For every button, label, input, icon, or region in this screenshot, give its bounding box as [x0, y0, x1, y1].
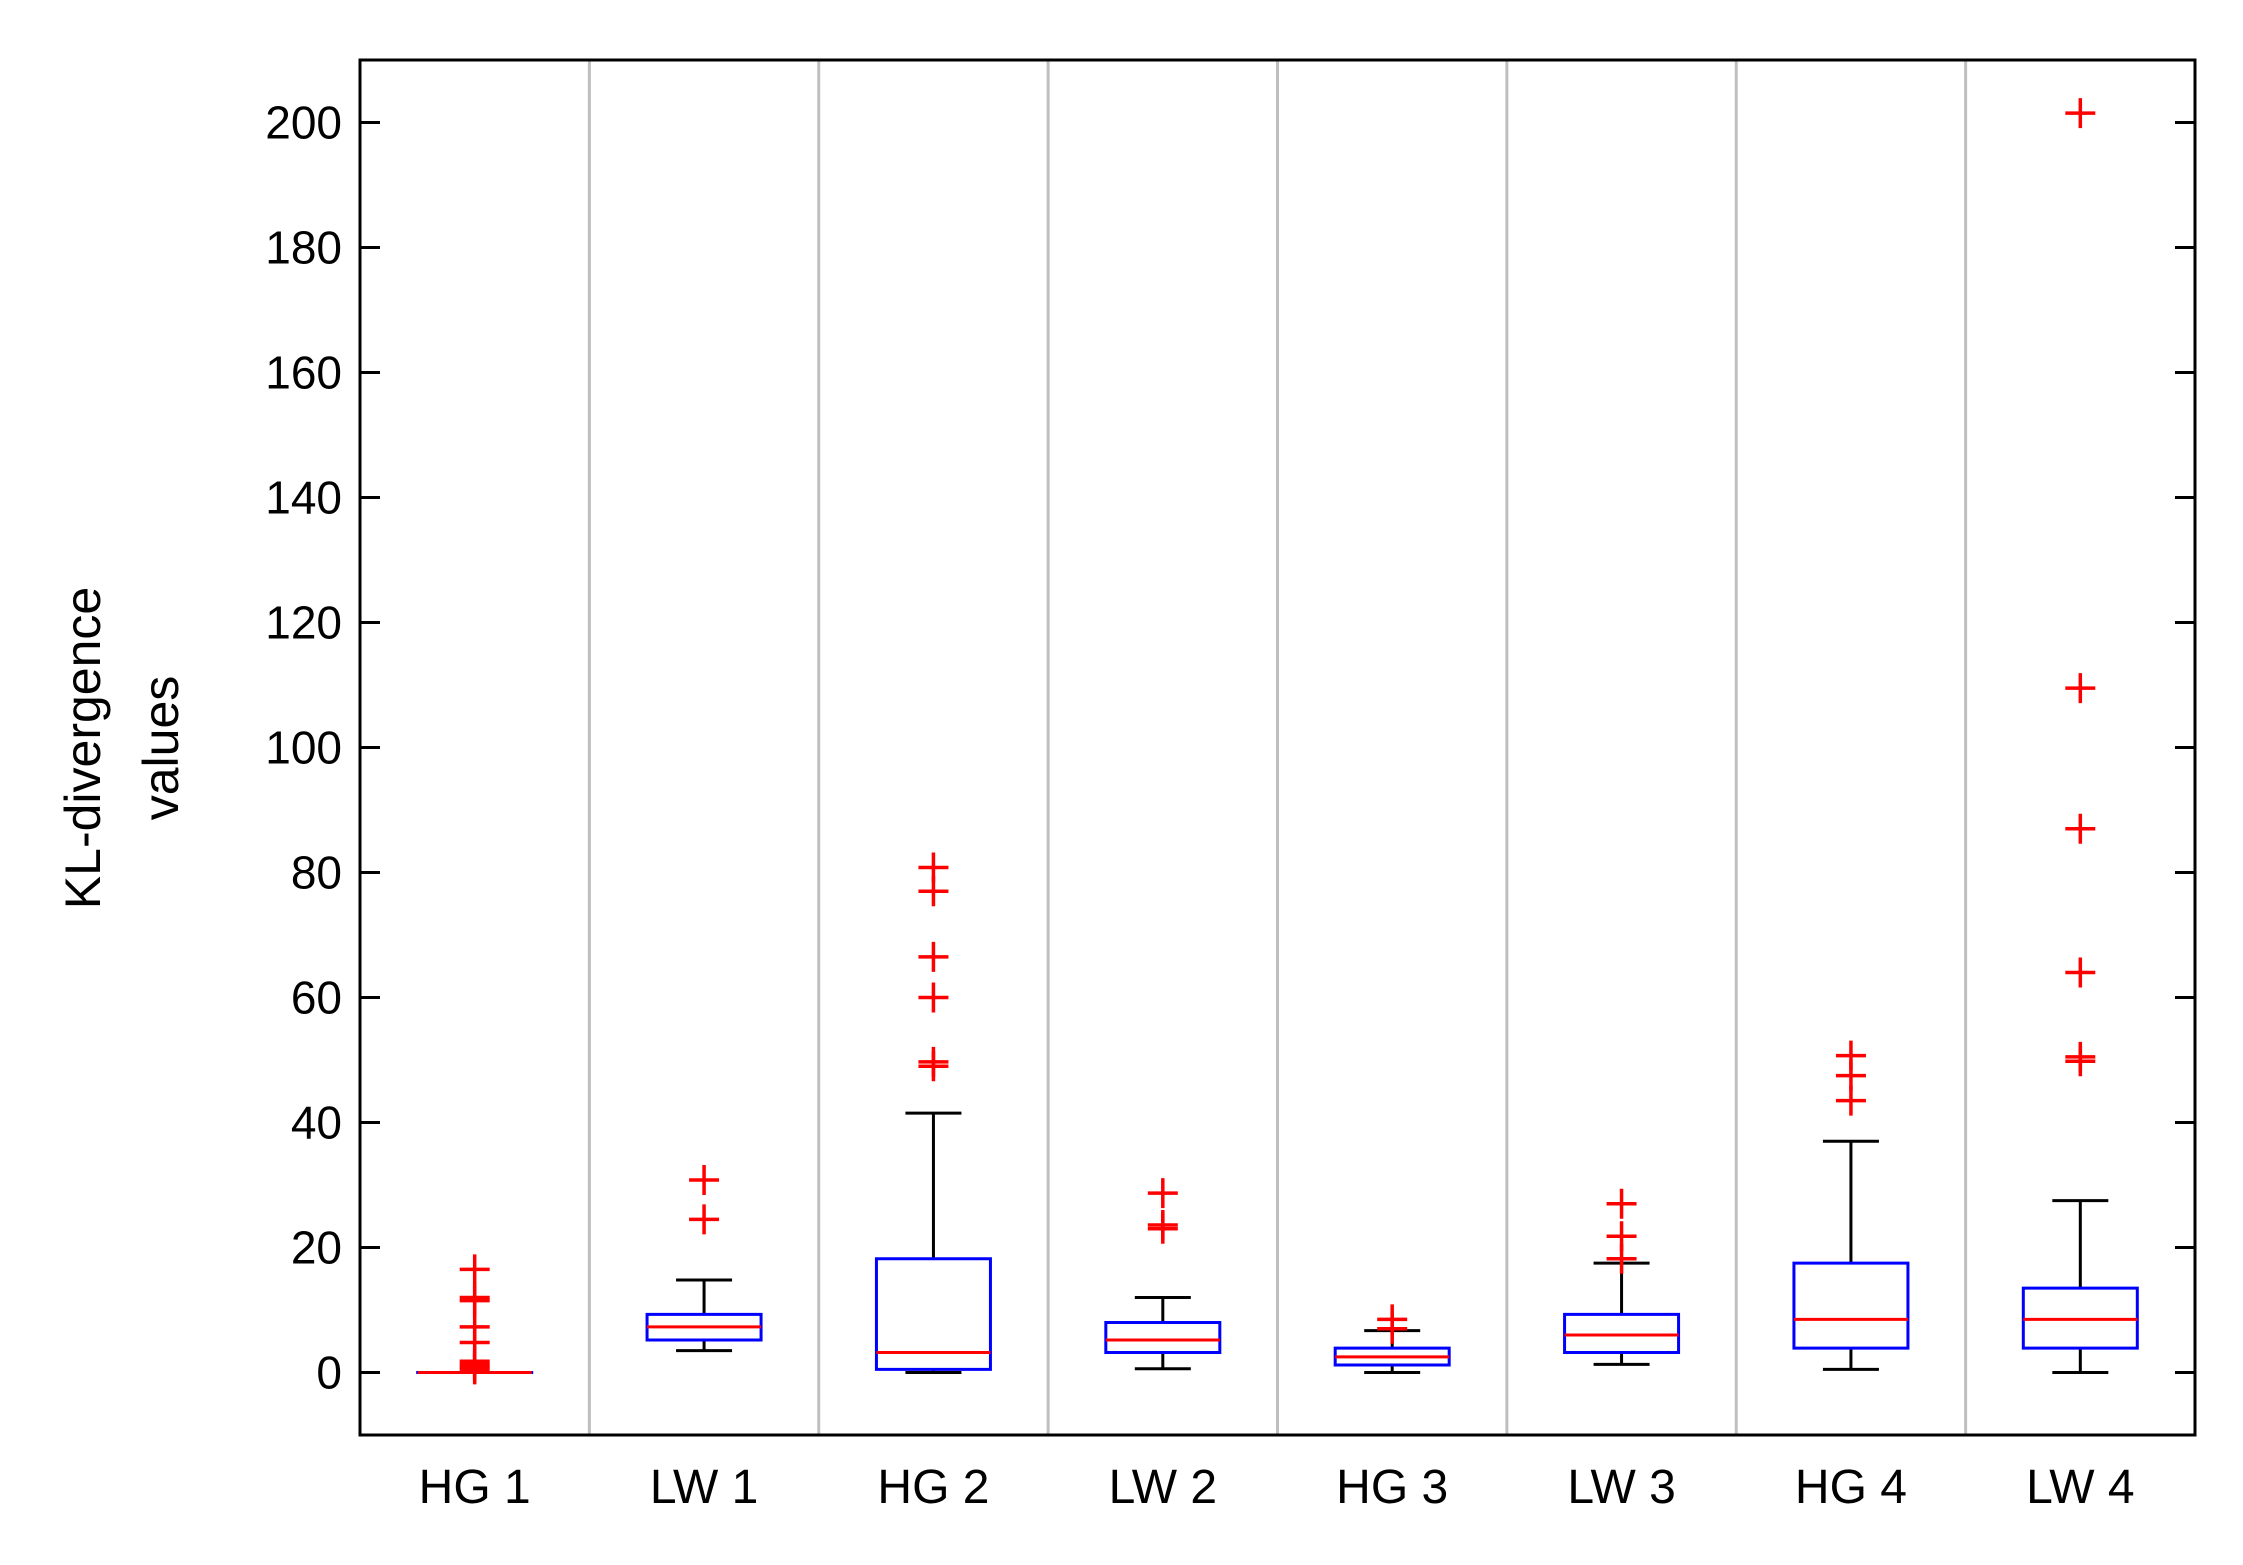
y-tick-label: 180 — [265, 222, 342, 274]
iqr-box — [1106, 1323, 1220, 1353]
outlier-marker — [1607, 1221, 1637, 1251]
box-group — [1565, 1189, 1679, 1365]
outlier-marker — [1148, 1178, 1178, 1208]
x-tick-label: LW 1 — [650, 1461, 758, 1514]
y-axis-label-line-2: values — [133, 676, 189, 821]
outlier-marker — [2065, 1042, 2095, 1072]
outlier-marker — [1607, 1189, 1637, 1219]
outlier-marker — [2065, 98, 2095, 128]
box-group — [418, 1254, 532, 1384]
category-separators — [589, 60, 1965, 1435]
iqr-box — [1565, 1314, 1679, 1352]
outlier-marker — [689, 1204, 719, 1234]
x-tick-label: HG 1 — [419, 1461, 531, 1514]
x-axis: HG 1 LW 1 HG 2 LW 2 HG 3 LW 3 HG 4 LW 4 — [419, 1461, 2135, 1514]
y-axis-label-line-1: KL-divergence — [55, 587, 111, 909]
x-tick-label: LW 3 — [1567, 1461, 1675, 1514]
y-tick-label: 20 — [291, 1222, 342, 1274]
outlier-marker — [460, 1283, 490, 1313]
y-tick-label: 60 — [291, 972, 342, 1024]
outlier-marker — [1148, 1210, 1178, 1240]
x-tick-label: HG 4 — [1795, 1461, 1907, 1514]
outlier-marker — [918, 983, 948, 1013]
outlier-marker — [2065, 814, 2095, 844]
y-tick-label: 120 — [265, 597, 342, 649]
x-tick-label: LW 2 — [1109, 1461, 1217, 1514]
y-tick-label: 140 — [265, 472, 342, 524]
x-tick-label: HG 3 — [1336, 1461, 1448, 1514]
y-axis: 0 20 40 60 80 100 120 140 160 180 200 — [265, 97, 2195, 1399]
box-group — [876, 853, 990, 1373]
outlier-marker — [918, 942, 948, 972]
box-group — [1106, 1178, 1220, 1369]
box-group — [2023, 98, 2137, 1372]
box-group — [1335, 1304, 1449, 1372]
box-group — [647, 1165, 761, 1351]
iqr-box — [1794, 1263, 1908, 1348]
outlier-marker — [460, 1312, 490, 1342]
box-group — [1794, 1041, 1908, 1370]
outlier-marker — [460, 1254, 490, 1284]
x-tick-label: LW 4 — [2026, 1461, 2134, 1514]
y-tick-label: 100 — [265, 722, 342, 774]
outlier-marker — [1836, 1041, 1866, 1071]
outlier-marker — [918, 853, 948, 883]
x-tick-label: HG 2 — [877, 1461, 989, 1514]
y-tick-label: 40 — [291, 1097, 342, 1149]
y-tick-label: 0 — [316, 1347, 342, 1399]
outlier-marker — [689, 1165, 719, 1195]
outlier-marker — [2065, 958, 2095, 988]
outlier-marker — [918, 1047, 948, 1077]
y-tick-label: 160 — [265, 347, 342, 399]
y-tick-label: 200 — [265, 97, 342, 149]
y-tick-label: 80 — [291, 847, 342, 899]
outlier-marker — [2065, 673, 2095, 703]
